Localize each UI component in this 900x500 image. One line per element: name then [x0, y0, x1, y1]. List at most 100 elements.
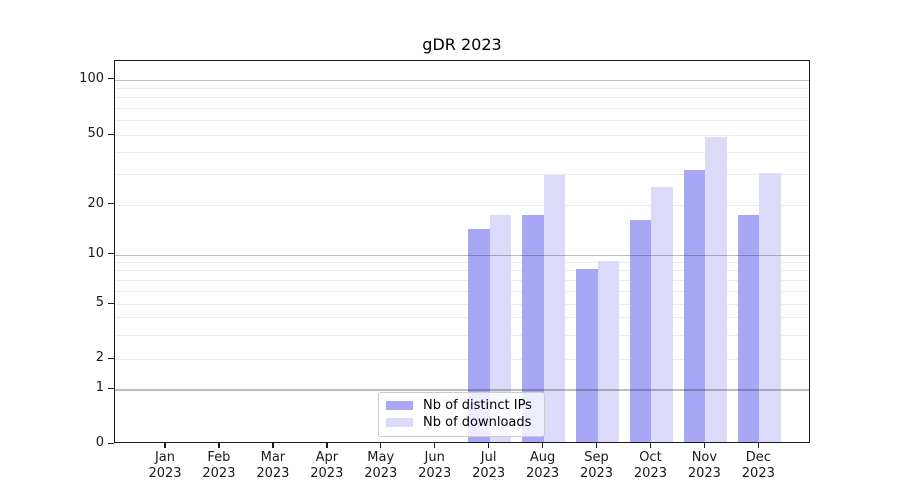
x-tick-year: 2023 — [526, 466, 560, 481]
x-tick-label: Oct 2023 — [618, 450, 682, 482]
bar-distinct-ips — [468, 229, 490, 442]
x-tick — [541, 443, 544, 448]
y-tick — [108, 302, 114, 304]
y-tick-label: 2 — [95, 350, 104, 365]
y-tick — [108, 78, 114, 80]
x-tick-month: Jan — [154, 450, 176, 465]
gridline-minor — [115, 317, 809, 319]
bar-distinct-ips — [575, 269, 598, 442]
x-tick-year: 2023 — [687, 466, 721, 481]
x-tick-month: Feb — [207, 450, 231, 465]
x-tick-month: Jun — [424, 450, 445, 465]
gridline-major — [115, 79, 809, 81]
x-tick-month: Apr — [315, 450, 339, 465]
x-tick — [326, 443, 328, 448]
bar-downloads — [489, 215, 512, 442]
y-tick-label: 5 — [95, 295, 104, 310]
bar-downloads — [705, 137, 727, 442]
x-tick-label: May 2023 — [349, 450, 413, 482]
plot-area — [114, 60, 810, 443]
x-tick-label: Jan 2023 — [133, 450, 197, 482]
bar-distinct-ips — [629, 219, 652, 442]
bar-downloads — [543, 175, 566, 442]
x-tick-year: 2023 — [202, 466, 236, 481]
y-tick-label: 100 — [79, 70, 104, 86]
y-tick-label: 50 — [87, 126, 104, 141]
x-tick-year: 2023 — [579, 466, 614, 481]
x-tick-label: Nov 2023 — [672, 450, 736, 482]
legend-swatch-downloads — [386, 417, 413, 427]
gridline-minor — [115, 304, 809, 305]
legend-row: Nb of downloads — [386, 414, 536, 430]
x-tick-label: Jun 2023 — [403, 450, 467, 482]
legend-label: Nb of distinct IPs — [423, 397, 532, 413]
x-tick — [272, 443, 274, 448]
x-tick-month: Jul — [480, 450, 497, 465]
bar-downloads — [651, 186, 674, 442]
y-tick — [108, 387, 114, 389]
x-tick — [434, 443, 436, 448]
gridline-minor — [115, 270, 809, 272]
gridline-minor — [115, 359, 809, 360]
gridline-minor — [115, 173, 809, 175]
x-tick — [649, 443, 652, 448]
chart-title: gDR 2023 — [422, 35, 502, 54]
legend: Nb of distinct IPs Nb of downloads — [378, 392, 545, 437]
bar-distinct-ips — [683, 170, 706, 442]
legend-row: Nb of distinct IPs — [386, 397, 536, 413]
y-tick-label: 10 — [87, 245, 104, 261]
x-tick-year: 2023 — [256, 466, 290, 481]
x-tick-month: Sep — [584, 450, 609, 465]
x-tick-month: May — [367, 450, 395, 465]
y-tick — [108, 203, 114, 205]
x-tick — [218, 443, 220, 448]
y-tick-label: 20 — [87, 195, 104, 211]
x-tick-month: Nov — [691, 450, 718, 465]
x-tick-year: 2023 — [364, 466, 398, 481]
x-tick — [757, 443, 760, 448]
x-tick-label: Feb 2023 — [187, 450, 251, 482]
y-tick-label: 0 — [95, 435, 104, 450]
bar-downloads — [759, 172, 781, 442]
x-tick-year: 2023 — [472, 466, 506, 481]
gridline-minor — [115, 135, 809, 136]
gridline-minor — [115, 279, 809, 281]
x-tick-label: Jul 2023 — [457, 450, 521, 482]
x-tick — [703, 443, 706, 448]
x-tick-year: 2023 — [741, 466, 775, 481]
gridline-minor — [115, 290, 809, 292]
gridline-minor — [115, 151, 809, 153]
bar-distinct-ips — [521, 215, 544, 442]
x-tick — [380, 443, 382, 448]
gridline-major — [115, 389, 809, 391]
gridline-major — [115, 254, 809, 256]
x-tick-label: Dec 2023 — [726, 450, 790, 482]
gridline-minor — [115, 87, 809, 89]
gridline-minor — [115, 97, 809, 99]
x-tick-year: 2023 — [418, 466, 452, 481]
x-tick-label: Sep 2023 — [565, 450, 629, 482]
x-tick-month: Dec — [745, 450, 771, 465]
x-tick-year: 2023 — [310, 466, 344, 481]
gridline-minor — [115, 108, 809, 110]
x-tick-label: Aug 2023 — [511, 450, 575, 482]
x-tick — [164, 443, 166, 448]
y-tick — [108, 133, 114, 135]
x-tick-month: Oct — [639, 450, 662, 465]
gridline-minor — [115, 120, 809, 122]
x-tick-label: Apr 2023 — [295, 450, 359, 482]
bar-distinct-ips — [737, 215, 760, 442]
legend-label: Nb of downloads — [423, 414, 532, 430]
gridline-minor — [115, 334, 809, 336]
y-tick-label: 1 — [95, 380, 104, 395]
y-tick — [108, 442, 114, 444]
x-tick — [595, 443, 598, 448]
gridline-minor — [115, 262, 809, 264]
x-tick-year: 2023 — [148, 466, 182, 481]
x-tick-month: Mar — [260, 450, 286, 465]
x-tick — [488, 443, 490, 448]
x-tick-label: Mar 2023 — [241, 450, 305, 482]
x-tick-month: Aug — [529, 450, 556, 465]
legend-swatch-distinct-ips — [386, 400, 413, 410]
